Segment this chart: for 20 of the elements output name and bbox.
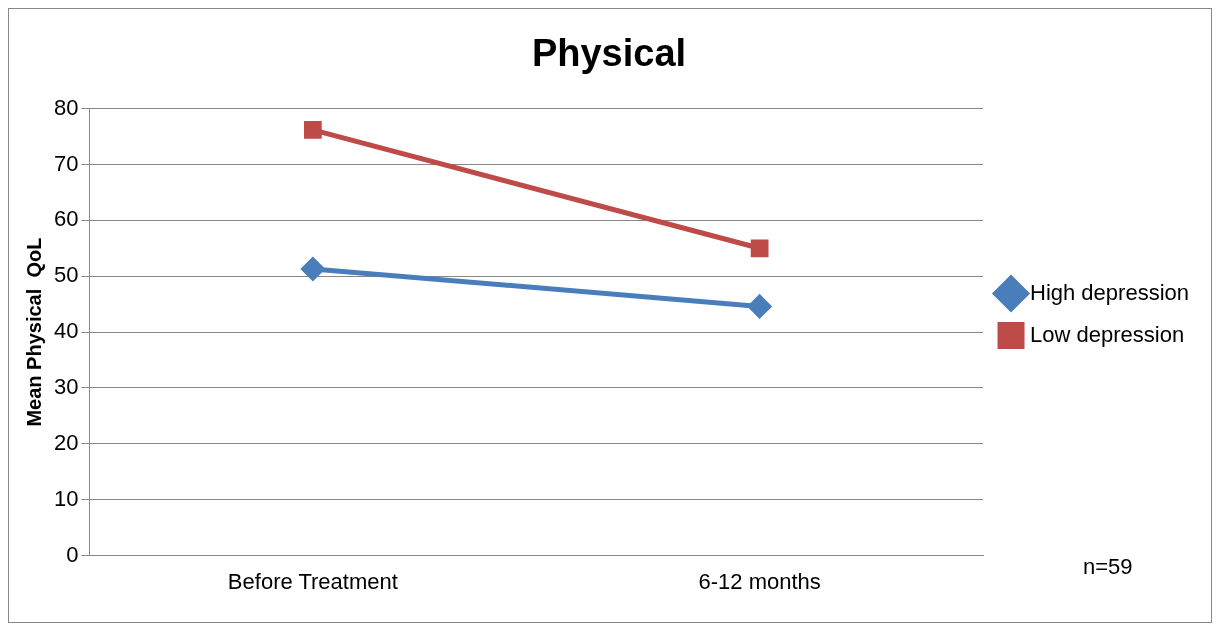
- y-tick-label: 80: [53, 94, 79, 120]
- legend-label: Low depression: [1030, 321, 1185, 347]
- y-tick-label: 10: [53, 485, 79, 511]
- y-tick-label: 40: [53, 318, 79, 344]
- point: [303, 120, 322, 139]
- y-axis-title: Mean Physical QoL: [22, 237, 45, 427]
- y-tick-label: 30: [53, 374, 79, 400]
- text: n=59: [1083, 553, 1133, 579]
- y-tick-label: 70: [53, 150, 79, 176]
- point: [748, 294, 772, 318]
- y-tick-label: 0: [66, 541, 79, 567]
- legend-label: High depression: [1030, 279, 1189, 305]
- point: [301, 257, 325, 281]
- y-tick-label: 60: [53, 206, 79, 232]
- x-tick-label: 6-12 months: [698, 568, 821, 594]
- y-tick-label: 20: [53, 429, 79, 455]
- point: [750, 239, 769, 258]
- x-tick-label: Before Treatment: [227, 568, 398, 594]
- chart-title: Physical: [531, 32, 687, 75]
- y-tick-label: 50: [53, 262, 79, 288]
